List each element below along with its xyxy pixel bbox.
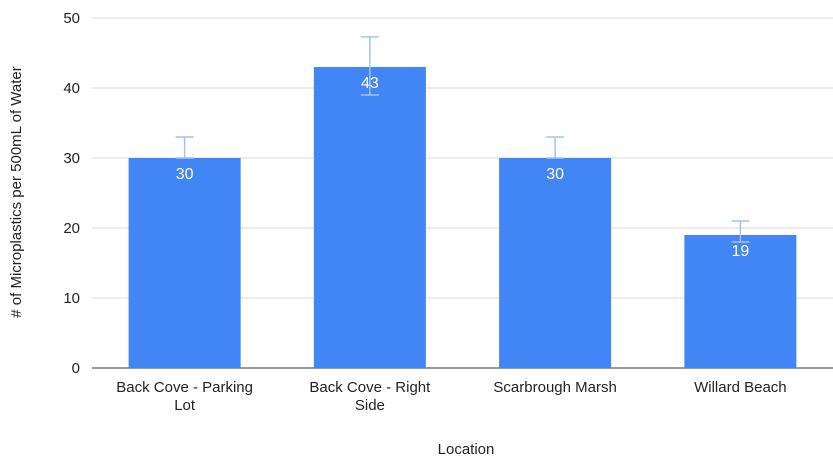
bar	[313, 67, 426, 368]
y-tick-label: 30	[63, 150, 80, 167]
x-tick-label-line: Back Cove - Right	[309, 379, 431, 396]
bars	[128, 67, 797, 368]
x-tick-label: Back Cove - Parking Lot	[116, 379, 253, 414]
data-label: 19	[731, 243, 749, 260]
x-tick-label-line: Back Cove - Parking	[116, 379, 253, 396]
x-tick-label-line: Willard Beach	[694, 379, 787, 396]
data-label: 43	[361, 75, 379, 92]
data-label: 30	[546, 166, 564, 183]
bar	[128, 158, 241, 368]
x-axis-title: Location	[438, 441, 495, 457]
bar	[499, 158, 612, 368]
y-axis-ticks: 0 10 20 30 40 50	[63, 10, 80, 377]
x-tick-label-line: Scarbrough Marsh	[493, 379, 616, 396]
data-labels: 30 43 30 19	[176, 75, 750, 260]
error-bars	[175, 36, 750, 243]
y-tick-label: 50	[63, 10, 80, 27]
x-tick-label: Willard Beach	[694, 379, 787, 396]
bar	[684, 235, 797, 368]
y-tick-label: 40	[63, 80, 80, 97]
x-tick-label: Back Cove - Right Side	[309, 379, 431, 414]
x-tick-label-line: Lot	[174, 397, 196, 414]
x-tick-label: Scarbrough Marsh	[493, 379, 616, 396]
data-label: 30	[176, 166, 194, 183]
y-tick-label: 20	[63, 220, 80, 237]
y-tick-label: 0	[72, 360, 80, 377]
x-tick-label-line: Side	[355, 397, 385, 414]
y-axis-title: # of Microplastics per 500mL of Water	[8, 66, 25, 317]
y-tick-label: 10	[63, 290, 80, 307]
